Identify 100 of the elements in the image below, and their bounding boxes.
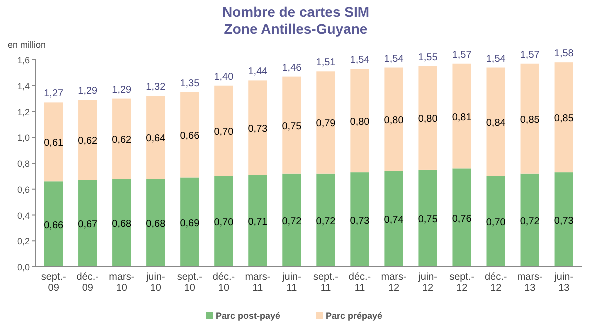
total-label: 1,54 <box>350 55 370 66</box>
data-label: 0,73 <box>554 216 574 227</box>
data-label: 0,76 <box>452 214 472 225</box>
bar <box>486 68 506 176</box>
data-label: 0,81 <box>452 112 472 124</box>
bar <box>350 69 370 173</box>
bar <box>384 171 404 267</box>
data-label: 0,68 <box>112 219 132 230</box>
y-tick-label: 0,6 <box>17 184 30 195</box>
x-tick-label: mars-12 <box>381 272 407 294</box>
bar <box>78 100 98 180</box>
bar <box>384 68 404 172</box>
bar <box>316 174 336 267</box>
bar <box>112 179 132 267</box>
total-label: 1,58 <box>554 48 574 60</box>
data-label: 0,62 <box>112 134 132 146</box>
total-label: 1,54 <box>384 54 404 65</box>
data-label: 0,66 <box>44 220 64 232</box>
data-label: 0,64 <box>146 134 166 145</box>
y-tick-label: 1,4 <box>17 81 30 92</box>
x-tick-label: déc.-10 <box>212 272 236 294</box>
total-label: 1,57 <box>520 50 540 61</box>
bar <box>214 176 234 267</box>
bar <box>282 76 302 174</box>
data-label: 0,72 <box>282 216 302 228</box>
x-tick-label: sept.-12 <box>450 272 475 294</box>
total-label: 1,27 <box>44 88 64 100</box>
data-label: 0,68 <box>146 219 166 230</box>
x-tick-label: sept.-09 <box>41 272 66 294</box>
x-tick-label: juin-10 <box>145 272 166 294</box>
x-tick-label: déc.-12 <box>484 272 508 294</box>
y-tick-label: 1,2 <box>17 107 30 118</box>
data-label: 0,84 <box>486 118 506 130</box>
x-tick-label: juin-11 <box>282 272 302 294</box>
x-tick-label: juin-12 <box>418 272 438 294</box>
bar <box>248 175 268 267</box>
x-tick-label: mars-13 <box>517 272 543 294</box>
x-tick-label: déc.-11 <box>348 272 372 294</box>
bar <box>554 172 574 267</box>
bar <box>180 178 200 267</box>
legend-label: Parc prépayé <box>326 311 383 321</box>
bar <box>350 172 370 267</box>
bar <box>214 86 234 176</box>
data-label: 0,80 <box>384 116 404 127</box>
y-tick-label: 1,0 <box>17 133 30 144</box>
bar <box>248 80 268 176</box>
data-label: 0,79 <box>316 118 336 130</box>
total-label: 1,46 <box>282 62 302 74</box>
bar <box>112 98 132 180</box>
data-label: 0,70 <box>214 127 234 138</box>
data-label: 0,75 <box>282 121 302 132</box>
data-label: 0,80 <box>418 114 438 126</box>
data-label: 0,85 <box>520 114 540 126</box>
bar <box>146 179 166 267</box>
bar <box>316 72 336 174</box>
bar <box>44 182 64 267</box>
bar <box>282 174 302 267</box>
total-label: 1,51 <box>316 58 336 69</box>
data-label: 0,80 <box>350 116 370 128</box>
x-tick-label: mars-10 <box>109 272 135 294</box>
total-label: 1,29 <box>78 86 98 98</box>
total-label: 1,32 <box>146 82 166 94</box>
data-label: 0,85 <box>554 114 574 125</box>
x-tick-label: juin-13 <box>554 272 574 294</box>
x-tick-label: déc.-09 <box>76 272 99 294</box>
y-tick-label: 0,4 <box>17 210 30 221</box>
data-label: 0,62 <box>78 136 98 148</box>
data-label: 0,75 <box>418 214 438 226</box>
x-tick-label: mars-11 <box>245 272 271 294</box>
data-label: 0,71 <box>248 217 268 228</box>
bar <box>486 176 506 267</box>
data-label: 0,66 <box>180 131 200 142</box>
y-tick-label: 0,0 <box>17 262 30 272</box>
chart-subtitle: Zone Antilles-Guyane <box>224 21 368 37</box>
total-label: 1,44 <box>248 66 268 78</box>
data-label: 0,67 <box>78 220 98 231</box>
y-axis-title: en million <box>8 40 46 50</box>
total-label: 1,35 <box>180 78 200 90</box>
x-tick-label: sept.-10 <box>177 272 202 294</box>
total-label: 1,40 <box>214 72 234 83</box>
data-label: 0,74 <box>384 215 404 226</box>
data-label: 0,73 <box>248 124 268 135</box>
bar <box>554 62 574 173</box>
legend-label: Parc post-payé <box>216 311 281 321</box>
bar <box>452 64 472 169</box>
total-label: 1,54 <box>486 54 506 65</box>
bar <box>418 66 438 170</box>
bar <box>146 96 166 180</box>
total-label: 1,55 <box>418 52 438 64</box>
bar <box>520 64 540 174</box>
data-label: 0,61 <box>44 138 64 150</box>
bar <box>78 180 98 267</box>
x-tick-label: sept.-11 <box>314 272 339 294</box>
bar <box>44 102 64 182</box>
bar <box>180 92 200 178</box>
y-tick-label: 1,6 <box>17 56 30 66</box>
data-label: 0,72 <box>316 216 336 228</box>
data-label: 0,72 <box>520 216 540 228</box>
y-tick-label: 0,2 <box>17 236 30 247</box>
data-label: 0,70 <box>486 218 506 229</box>
